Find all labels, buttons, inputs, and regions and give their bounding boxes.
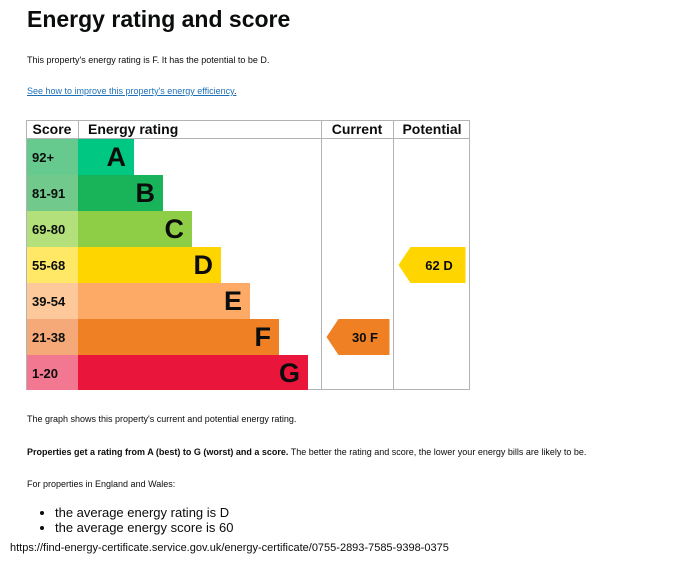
score-range-a: 92+ bbox=[32, 150, 54, 165]
averages-list: the average energy rating is D the avera… bbox=[27, 505, 234, 535]
score-range-e: 39-54 bbox=[32, 294, 66, 309]
improve-efficiency-link[interactable]: See how to improve this property's energ… bbox=[27, 86, 234, 96]
improve-efficiency-link-wrap: See how to improve this property's energ… bbox=[27, 86, 237, 96]
rating-letter-f: F bbox=[255, 322, 272, 352]
page-title: Energy rating and score bbox=[27, 6, 291, 32]
column-header-current: Current bbox=[332, 121, 383, 137]
column-header-score: Score bbox=[33, 121, 72, 137]
potential-rating-label: 62 D bbox=[425, 258, 452, 273]
chart-headers: Score Energy rating Current Potential bbox=[33, 121, 462, 137]
rating-letter-e: E bbox=[224, 286, 242, 316]
score-range-c: 69-80 bbox=[32, 222, 65, 237]
graph-note: The graph shows this property's current … bbox=[27, 414, 297, 424]
rating-bar-e bbox=[78, 283, 250, 319]
score-cell-g bbox=[27, 355, 79, 390]
current-rating-label: 30 F bbox=[352, 330, 378, 345]
region-note: For properties in England and Wales: bbox=[27, 479, 176, 489]
rating-explainer-rest: The better the rating and score, the low… bbox=[288, 447, 587, 457]
score-cell-a bbox=[27, 139, 79, 175]
energy-rating-chart: Score Energy rating Current Potential 92+ A 8… bbox=[26, 120, 470, 390]
rating-bar-d bbox=[78, 247, 221, 283]
score-range-f: 21-38 bbox=[32, 330, 65, 345]
rating-explainer-bold: Properties get a rating from A (best) to… bbox=[27, 447, 289, 457]
score-cell-d bbox=[27, 247, 79, 283]
rating-letter-d: D bbox=[194, 250, 214, 280]
average-rating-item: the average energy rating is D bbox=[55, 505, 234, 520]
footer-url: https://find-energy-certificate.service.… bbox=[10, 542, 449, 554]
rating-letter-b: B bbox=[136, 178, 156, 208]
score-range-b: 81-91 bbox=[32, 186, 65, 201]
rating-bar-g bbox=[78, 355, 308, 390]
rating-explainer: Properties get a rating from A (best) to… bbox=[27, 447, 586, 457]
score-cell-f bbox=[27, 319, 79, 355]
link-period: . bbox=[234, 86, 237, 96]
score-cell-b bbox=[27, 175, 79, 211]
column-header-potential: Potential bbox=[402, 121, 461, 137]
rating-letter-g: G bbox=[279, 358, 300, 388]
column-header-energy-rating: Energy rating bbox=[88, 121, 178, 137]
average-score-item: the average energy score is 60 bbox=[55, 520, 234, 535]
chart-bands: 92+ A 81-91 B 69-80 C 55-68 D 39-54 E 21-38 F 1-20 G bbox=[27, 139, 308, 390]
rating-bar-a bbox=[78, 139, 134, 175]
rating-letter-a: A bbox=[107, 142, 127, 172]
rating-bar-f bbox=[78, 319, 279, 355]
score-cell-c bbox=[27, 211, 79, 247]
rating-letter-c: C bbox=[165, 214, 185, 244]
rating-summary: This property's energy rating is F. It h… bbox=[27, 55, 270, 65]
rating-bar-b bbox=[78, 175, 163, 211]
score-cell-e bbox=[27, 283, 79, 319]
potential-rating-arrow bbox=[398, 247, 466, 283]
chart-markers: 30 F 62 D bbox=[326, 247, 466, 355]
rating-bar-c bbox=[78, 211, 192, 247]
score-range-d: 55-68 bbox=[32, 258, 65, 273]
score-range-g: 1-20 bbox=[32, 366, 58, 381]
current-rating-arrow bbox=[326, 319, 390, 355]
